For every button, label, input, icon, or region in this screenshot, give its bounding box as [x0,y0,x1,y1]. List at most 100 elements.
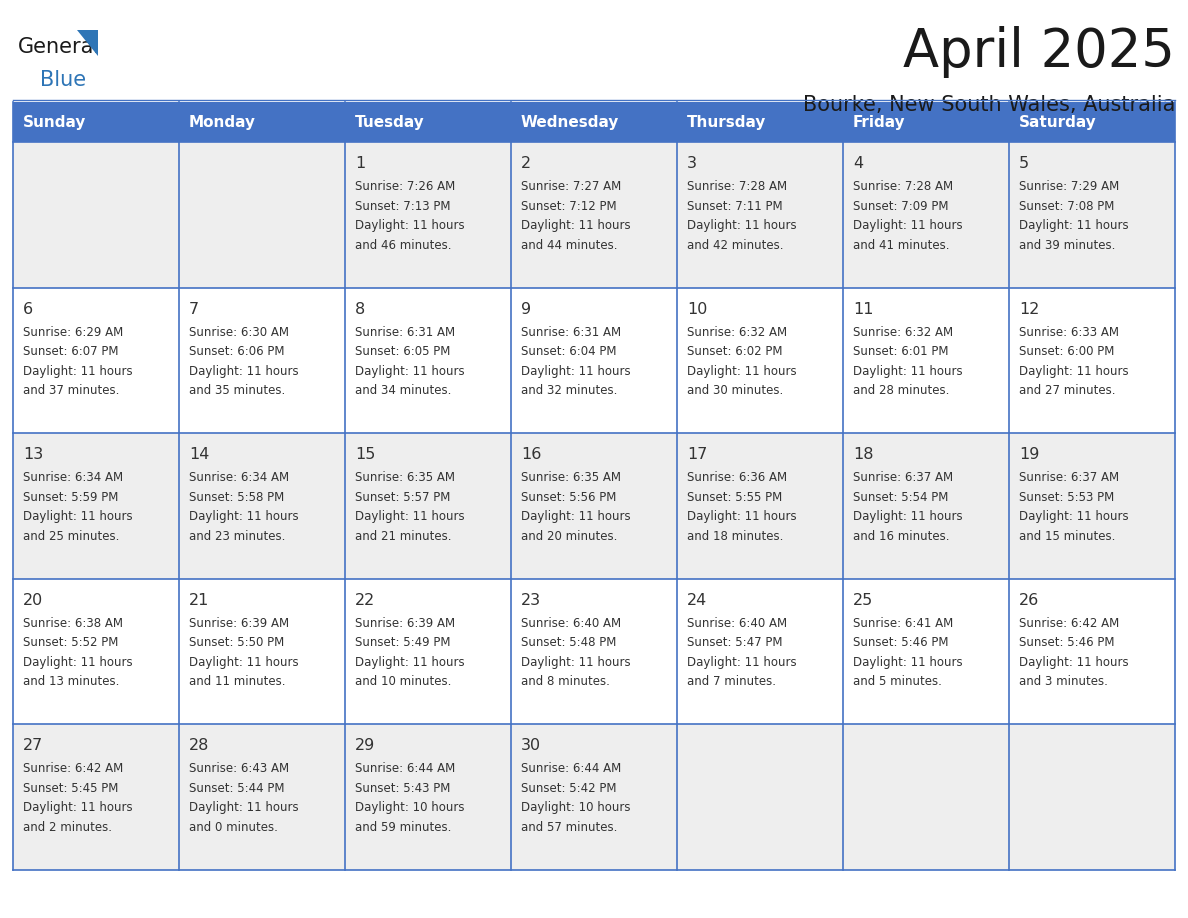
Text: and 30 minutes.: and 30 minutes. [687,384,783,397]
Text: Sunset: 6:07 PM: Sunset: 6:07 PM [23,345,119,358]
Text: Daylight: 11 hours: Daylight: 11 hours [687,655,797,669]
Text: Sunset: 5:46 PM: Sunset: 5:46 PM [1019,636,1114,649]
Text: Sunset: 5:44 PM: Sunset: 5:44 PM [189,782,284,795]
Text: Sunrise: 6:42 AM: Sunrise: 6:42 AM [23,763,124,776]
Text: April 2025: April 2025 [903,26,1175,78]
Text: 6: 6 [23,302,33,317]
Text: Daylight: 11 hours: Daylight: 11 hours [1019,364,1129,377]
Text: and 41 minutes.: and 41 minutes. [853,239,949,252]
Text: Sunrise: 6:43 AM: Sunrise: 6:43 AM [189,763,289,776]
Text: Daylight: 11 hours: Daylight: 11 hours [189,655,298,669]
Text: and 20 minutes.: and 20 minutes. [522,530,618,543]
Text: and 34 minutes.: and 34 minutes. [355,384,451,397]
Text: Daylight: 11 hours: Daylight: 11 hours [23,801,133,814]
Text: and 25 minutes.: and 25 minutes. [23,530,119,543]
Text: Daylight: 11 hours: Daylight: 11 hours [853,510,962,523]
Text: Sunrise: 6:42 AM: Sunrise: 6:42 AM [1019,617,1119,630]
Text: Sunrise: 6:40 AM: Sunrise: 6:40 AM [687,617,788,630]
Text: 25: 25 [853,593,873,608]
Text: Sunset: 6:02 PM: Sunset: 6:02 PM [687,345,783,358]
Text: Sunset: 6:05 PM: Sunset: 6:05 PM [355,345,450,358]
Text: Sunrise: 6:32 AM: Sunrise: 6:32 AM [853,326,953,339]
Text: Sunrise: 6:31 AM: Sunrise: 6:31 AM [522,326,621,339]
Text: Sunset: 5:49 PM: Sunset: 5:49 PM [355,636,450,649]
Text: Sunset: 5:58 PM: Sunset: 5:58 PM [189,491,284,504]
Text: Daylight: 11 hours: Daylight: 11 hours [522,364,631,377]
Text: Daylight: 11 hours: Daylight: 11 hours [853,364,962,377]
Text: and 46 minutes.: and 46 minutes. [355,239,451,252]
Text: and 15 minutes.: and 15 minutes. [1019,530,1116,543]
Text: Sunset: 6:01 PM: Sunset: 6:01 PM [853,345,948,358]
Text: 1: 1 [355,156,365,171]
Text: Sunset: 7:13 PM: Sunset: 7:13 PM [355,199,450,212]
Text: Sunset: 5:42 PM: Sunset: 5:42 PM [522,782,617,795]
Text: Sunset: 5:56 PM: Sunset: 5:56 PM [522,491,617,504]
Text: and 44 minutes.: and 44 minutes. [522,239,618,252]
Text: Tuesday: Tuesday [355,115,425,129]
Text: Daylight: 11 hours: Daylight: 11 hours [1019,510,1129,523]
Text: Sunset: 7:12 PM: Sunset: 7:12 PM [522,199,617,212]
Text: and 57 minutes.: and 57 minutes. [522,821,618,834]
Text: Sunrise: 7:27 AM: Sunrise: 7:27 AM [522,180,621,193]
Text: 29: 29 [355,738,375,754]
Text: Sunrise: 7:29 AM: Sunrise: 7:29 AM [1019,180,1119,193]
Text: and 42 minutes.: and 42 minutes. [687,239,784,252]
Text: Daylight: 11 hours: Daylight: 11 hours [189,510,298,523]
FancyBboxPatch shape [13,724,1175,870]
Text: Sunrise: 6:37 AM: Sunrise: 6:37 AM [853,471,953,484]
Text: and 0 minutes.: and 0 minutes. [189,821,278,834]
Text: 27: 27 [23,738,43,754]
Text: Sunset: 5:57 PM: Sunset: 5:57 PM [355,491,450,504]
Text: 21: 21 [189,593,209,608]
Text: Sunset: 5:48 PM: Sunset: 5:48 PM [522,636,617,649]
Text: 15: 15 [355,447,375,462]
Text: Sunrise: 6:30 AM: Sunrise: 6:30 AM [189,326,289,339]
FancyBboxPatch shape [13,102,1175,142]
Text: 23: 23 [522,593,541,608]
Text: and 37 minutes.: and 37 minutes. [23,384,119,397]
Text: Sunrise: 6:39 AM: Sunrise: 6:39 AM [189,617,289,630]
Text: Sunset: 7:08 PM: Sunset: 7:08 PM [1019,199,1114,212]
Text: 9: 9 [522,302,531,317]
Text: Daylight: 10 hours: Daylight: 10 hours [522,801,631,814]
Text: Sunset: 5:43 PM: Sunset: 5:43 PM [355,782,450,795]
Text: 4: 4 [853,156,864,171]
Text: Daylight: 11 hours: Daylight: 11 hours [522,219,631,232]
Text: 8: 8 [355,302,365,317]
Text: Sunrise: 6:36 AM: Sunrise: 6:36 AM [687,471,788,484]
Text: Sunrise: 6:37 AM: Sunrise: 6:37 AM [1019,471,1119,484]
Text: Daylight: 11 hours: Daylight: 11 hours [1019,655,1129,669]
Text: and 23 minutes.: and 23 minutes. [189,530,285,543]
Text: Sunrise: 6:40 AM: Sunrise: 6:40 AM [522,617,621,630]
Text: Sunrise: 6:44 AM: Sunrise: 6:44 AM [355,763,455,776]
Text: 22: 22 [355,593,375,608]
Text: Daylight: 11 hours: Daylight: 11 hours [23,655,133,669]
Text: Sunrise: 6:38 AM: Sunrise: 6:38 AM [23,617,124,630]
Text: 16: 16 [522,447,542,462]
Text: and 27 minutes.: and 27 minutes. [1019,384,1116,397]
Text: Sunrise: 6:41 AM: Sunrise: 6:41 AM [853,617,953,630]
Text: 13: 13 [23,447,43,462]
Text: and 11 minutes.: and 11 minutes. [189,676,285,688]
Text: 18: 18 [853,447,873,462]
Text: Saturday: Saturday [1019,115,1097,129]
Text: Daylight: 11 hours: Daylight: 11 hours [189,364,298,377]
Text: General: General [18,37,100,57]
Text: 3: 3 [687,156,697,171]
Text: Daylight: 11 hours: Daylight: 11 hours [687,364,797,377]
Text: 17: 17 [687,447,707,462]
Text: and 13 minutes.: and 13 minutes. [23,676,119,688]
Text: Sunset: 6:00 PM: Sunset: 6:00 PM [1019,345,1114,358]
Text: Sunrise: 6:44 AM: Sunrise: 6:44 AM [522,763,621,776]
Text: Sunset: 6:06 PM: Sunset: 6:06 PM [189,345,284,358]
Text: 14: 14 [189,447,209,462]
Text: Sunset: 5:59 PM: Sunset: 5:59 PM [23,491,119,504]
Text: Daylight: 11 hours: Daylight: 11 hours [687,510,797,523]
Text: Sunrise: 6:35 AM: Sunrise: 6:35 AM [522,471,621,484]
Text: 19: 19 [1019,447,1040,462]
Text: Daylight: 10 hours: Daylight: 10 hours [355,801,465,814]
Text: and 21 minutes.: and 21 minutes. [355,530,451,543]
Text: Sunset: 5:55 PM: Sunset: 5:55 PM [687,491,782,504]
Text: 11: 11 [853,302,873,317]
Text: 5: 5 [1019,156,1029,171]
